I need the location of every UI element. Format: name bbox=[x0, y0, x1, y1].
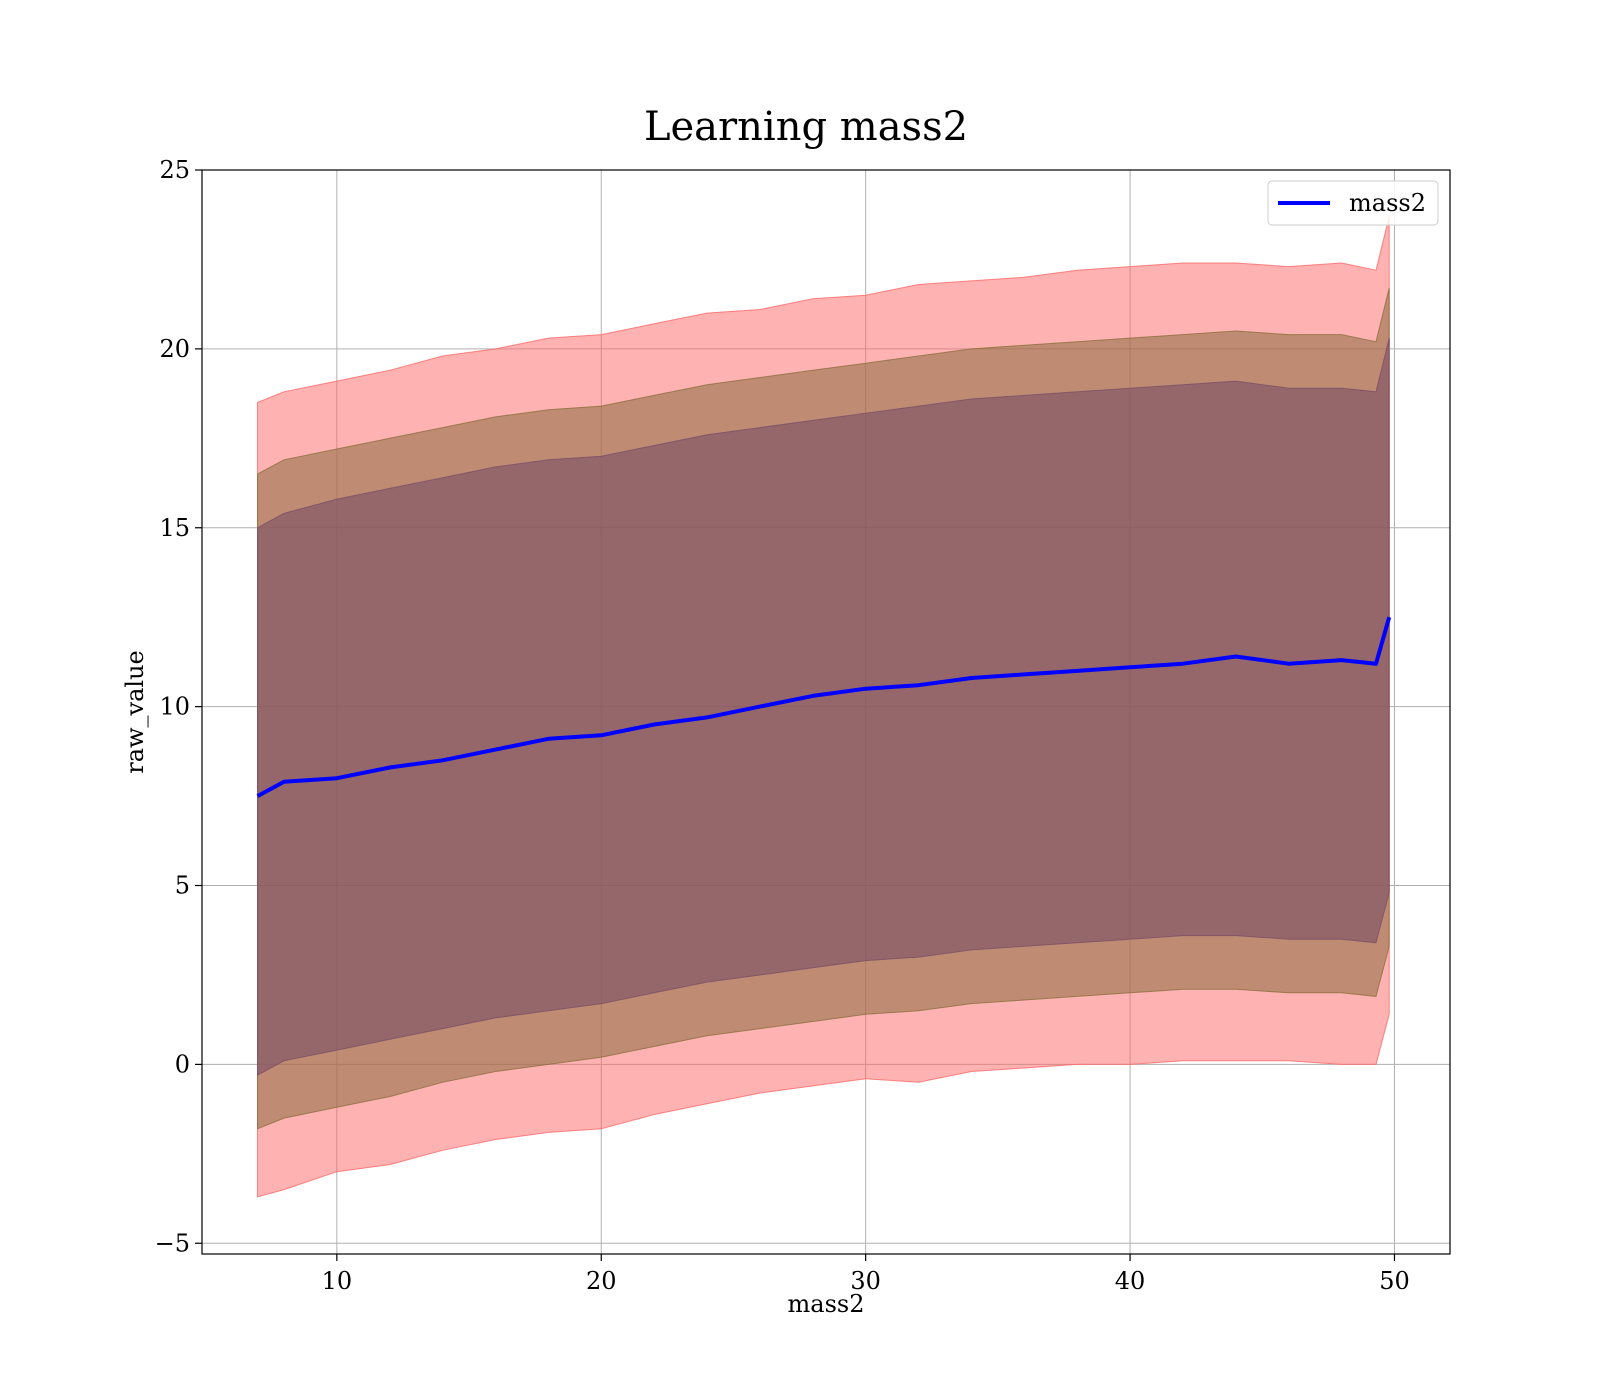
x-tick-label: 50 bbox=[1379, 1267, 1410, 1295]
y-tick-label: −5 bbox=[155, 1229, 190, 1257]
y-tick-label: 25 bbox=[159, 156, 190, 184]
band-3 bbox=[257, 337, 1390, 1076]
x-tick-label: 40 bbox=[1115, 1267, 1146, 1295]
legend-entry: mass2 bbox=[1349, 189, 1426, 217]
y-axis-ticks: −5 0 5 10 15 20 25 bbox=[155, 156, 202, 1257]
x-tick-label: 10 bbox=[322, 1267, 353, 1295]
y-tick-label: 10 bbox=[159, 693, 190, 721]
chart-title: Learning mass2 bbox=[644, 104, 968, 150]
y-tick-label: 5 bbox=[175, 872, 190, 900]
legend: mass2 bbox=[1267, 180, 1439, 226]
y-tick-label: 15 bbox=[159, 514, 190, 542]
uncertainty-bands bbox=[257, 216, 1390, 1198]
x-tick-label: 30 bbox=[850, 1267, 881, 1295]
series-lines bbox=[256, 616, 1392, 798]
series-line-mass2 bbox=[256, 616, 1392, 798]
plot-frame bbox=[201, 169, 1451, 1255]
x-tick-label: 20 bbox=[586, 1267, 617, 1295]
legend-box bbox=[1267, 180, 1439, 226]
x-axis-ticks: 10 20 30 40 50 bbox=[322, 1254, 1410, 1295]
x-axis-label: mass2 bbox=[788, 1290, 865, 1318]
y-tick-label: 20 bbox=[159, 335, 190, 363]
y-tick-label: 0 bbox=[175, 1050, 190, 1078]
y-axis-label: raw_value bbox=[121, 650, 149, 774]
